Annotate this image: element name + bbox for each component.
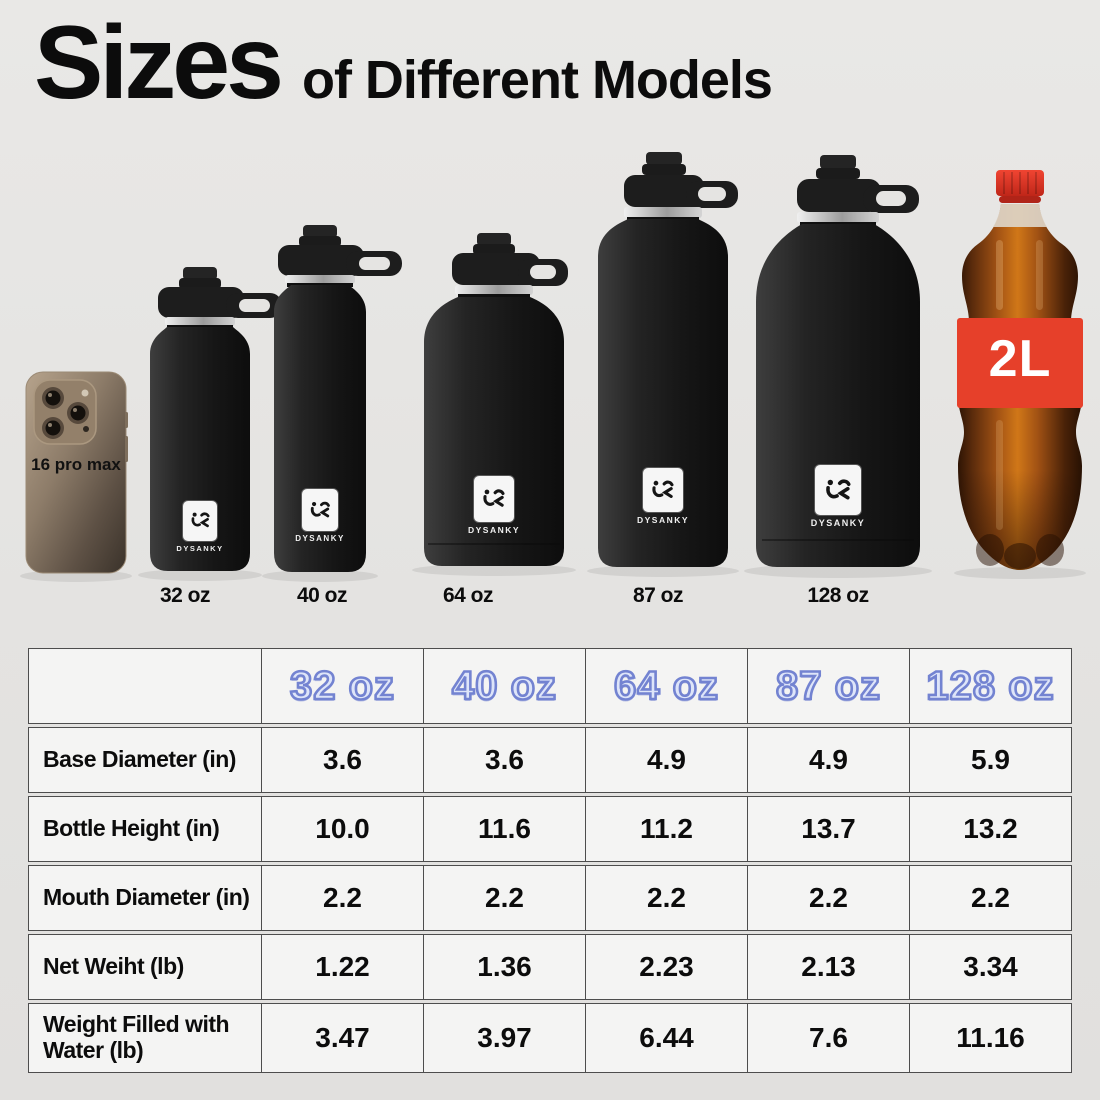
value-cell: 3.34 — [909, 935, 1071, 999]
table-row-base-diameter: Base Diameter (in) 3.6 3.6 4.9 4.9 5.9 — [28, 727, 1072, 793]
value-cell: 2.23 — [585, 935, 747, 999]
table-row-filled-weight: Weight Filled with Water (lb) 3.47 3.97 … — [28, 1003, 1072, 1073]
header-cell-32oz: 32 oz — [261, 649, 423, 723]
bottle-size-label-64oz: 64 oz — [442, 584, 494, 607]
row-label: Base Diameter (in) — [43, 746, 236, 773]
title-main: Sizes — [34, 5, 284, 121]
header-cell-87oz: 87 oz — [747, 649, 909, 723]
table-header-row: 32 oz 40 oz 64 oz 87 oz 128 oz — [28, 648, 1072, 724]
dysanky-logo: DYSANKY — [290, 489, 350, 543]
dysanky-logo-icon — [643, 468, 683, 512]
size-comparison-art — [20, 152, 1086, 582]
table-row-bottle-height: Bottle Height (in) 10.0 11.6 11.2 13.7 1… — [28, 796, 1072, 862]
value-cell: 11.16 — [909, 1004, 1071, 1072]
value-cell: 3.47 — [261, 1004, 423, 1072]
value-cell: 1.36 — [423, 935, 585, 999]
value-cell: 6.44 — [585, 1004, 747, 1072]
row-label: Bottle Height (in) — [43, 815, 220, 842]
value-cell: 3.6 — [261, 728, 423, 792]
table-row-mouth-diameter: Mouth Diameter (in) 2.2 2.2 2.2 2.2 2.2 — [28, 865, 1072, 931]
value-cell: 4.9 — [585, 728, 747, 792]
value-cell: 10.0 — [261, 797, 423, 861]
value-cell: 13.2 — [909, 797, 1071, 861]
phone-image — [25, 371, 128, 574]
header-cell-40oz: 40 oz — [423, 649, 585, 723]
bottle-size-label-87oz: 87 oz — [632, 584, 684, 607]
bottle-40oz — [274, 225, 402, 572]
brand-name: DYSANKY — [467, 525, 521, 535]
header-cell-128oz: 128 oz — [909, 649, 1071, 723]
value-cell: 5.9 — [909, 728, 1071, 792]
value-cell: 2.13 — [747, 935, 909, 999]
ground-shadows — [20, 564, 1086, 582]
value-cell: 4.9 — [747, 728, 909, 792]
value-cell: 3.97 — [423, 1004, 585, 1072]
bottle-87oz — [598, 152, 738, 567]
bottle-64oz — [424, 233, 568, 566]
value-cell: 3.6 — [423, 728, 585, 792]
value-cell: 2.2 — [747, 866, 909, 930]
bottle-size-label-32oz: 32 oz — [159, 584, 211, 607]
brand-name: DYSANKY — [810, 518, 866, 528]
value-cell: 11.6 — [423, 797, 585, 861]
brand-name: DYSANKY — [176, 544, 224, 553]
spec-table: 32 oz 40 oz 64 oz 87 oz 128 oz Base Diam… — [28, 648, 1072, 1073]
dysanky-logo: DYSANKY — [464, 476, 524, 535]
value-cell: 2.2 — [909, 866, 1071, 930]
value-cell: 2.2 — [423, 866, 585, 930]
header-cell-64oz: 64 oz — [585, 649, 747, 723]
bottle-size-label-40oz: 40 oz — [296, 584, 348, 607]
dysanky-logo: DYSANKY — [633, 468, 693, 525]
value-cell: 2.2 — [261, 866, 423, 930]
dysanky-logo: DYSANKY — [170, 501, 230, 553]
bottle-32oz — [150, 267, 282, 571]
bottle-128oz — [756, 155, 920, 567]
value-cell: 1.22 — [261, 935, 423, 999]
header-cell-empty — [29, 649, 261, 723]
title-sub: of Different Models — [301, 50, 773, 110]
value-cell: 11.2 — [585, 797, 747, 861]
dysanky-logo-icon — [183, 501, 217, 541]
bottle-size-label-128oz: 128 oz — [807, 584, 869, 607]
row-label: Net Weiht (lb) — [43, 953, 184, 980]
table-row-net-weight: Net Weiht (lb) 1.22 1.36 2.23 2.13 3.34 — [28, 934, 1072, 1000]
dysanky-logo-icon — [302, 489, 338, 531]
dysanky-logo-icon — [815, 465, 861, 515]
brand-name: DYSANKY — [295, 534, 345, 543]
value-cell: 13.7 — [747, 797, 909, 861]
dysanky-logo-icon — [474, 476, 514, 522]
soda-label — [957, 318, 1083, 408]
brand-name: DYSANKY — [636, 515, 690, 525]
phone-label: 16 pro max — [31, 455, 121, 474]
row-label: Mouth Diameter (in) — [43, 884, 250, 911]
soda-volume-label: 2L — [988, 330, 1052, 388]
row-label: Weight Filled with Water (lb) — [43, 1011, 230, 1063]
value-cell: 7.6 — [747, 1004, 909, 1072]
value-cell: 2.2 — [585, 866, 747, 930]
soda-cap — [996, 170, 1044, 196]
soda-bottle-2l — [957, 170, 1083, 570]
page-title: Sizes of Different Models — [34, 4, 773, 123]
dysanky-logo: DYSANKY — [808, 465, 868, 528]
